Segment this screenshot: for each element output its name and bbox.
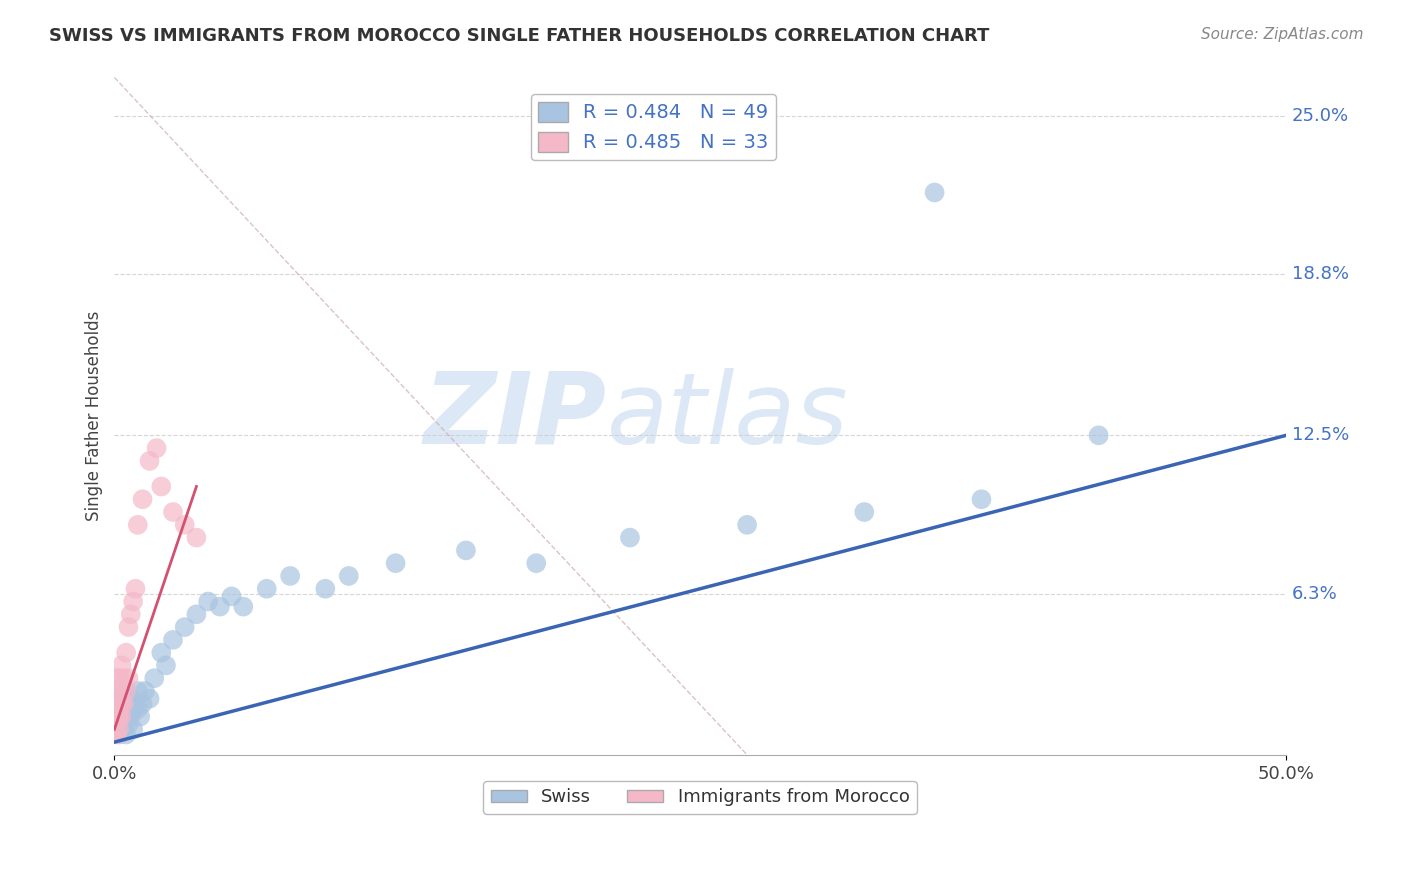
Point — [619, 531, 641, 545]
Point — [105, 727, 128, 741]
Legend: Swiss, Immigrants from Morocco: Swiss, Immigrants from Morocco — [484, 781, 917, 814]
Point — [108, 671, 131, 685]
Point — [108, 709, 131, 723]
Y-axis label: Single Father Households: Single Father Households — [86, 311, 103, 521]
Point — [110, 658, 132, 673]
Point — [853, 505, 876, 519]
Point — [970, 492, 993, 507]
Point — [115, 684, 138, 698]
Text: SWISS VS IMMIGRANTS FROM MOROCCO SINGLE FATHER HOUSEHOLDS CORRELATION CHART: SWISS VS IMMIGRANTS FROM MOROCCO SINGLE … — [49, 27, 990, 45]
Point — [104, 709, 127, 723]
Point — [129, 709, 152, 723]
Point — [150, 646, 173, 660]
Point — [150, 479, 173, 493]
Point — [124, 697, 146, 711]
Point — [314, 582, 336, 596]
Point — [1087, 428, 1109, 442]
Point — [134, 684, 156, 698]
Point — [120, 691, 142, 706]
Point — [122, 723, 145, 737]
Point — [117, 697, 139, 711]
Point — [117, 671, 139, 685]
Point — [524, 556, 547, 570]
Point — [110, 709, 132, 723]
Point — [127, 517, 149, 532]
Point — [138, 454, 160, 468]
Point — [127, 702, 149, 716]
Point — [117, 717, 139, 731]
Point — [108, 709, 131, 723]
Point — [110, 697, 132, 711]
Point — [197, 594, 219, 608]
Point — [278, 569, 301, 583]
Text: Source: ZipAtlas.com: Source: ZipAtlas.com — [1201, 27, 1364, 42]
Point — [173, 620, 195, 634]
Point — [105, 671, 128, 685]
Point — [107, 709, 129, 723]
Point — [104, 723, 127, 737]
Point — [127, 684, 149, 698]
Point — [138, 691, 160, 706]
Point — [337, 569, 360, 583]
Point — [107, 684, 129, 698]
Point — [143, 671, 166, 685]
Text: 18.8%: 18.8% — [1292, 265, 1348, 284]
Point — [173, 517, 195, 532]
Point — [112, 697, 135, 711]
Point — [120, 709, 142, 723]
Point — [221, 590, 243, 604]
Point — [162, 505, 184, 519]
Point — [208, 599, 231, 614]
Point — [115, 646, 138, 660]
Point — [186, 607, 208, 622]
Point — [110, 684, 132, 698]
Point — [108, 691, 131, 706]
Point — [454, 543, 477, 558]
Point — [110, 702, 132, 716]
Text: ZIP: ZIP — [423, 368, 606, 465]
Point — [186, 531, 208, 545]
Point — [105, 684, 128, 698]
Point — [122, 594, 145, 608]
Point — [108, 723, 131, 737]
Point — [105, 697, 128, 711]
Point — [120, 607, 142, 622]
Point — [131, 697, 153, 711]
Point — [162, 632, 184, 647]
Point — [145, 441, 167, 455]
Point — [256, 582, 278, 596]
Point — [115, 709, 138, 723]
Point — [108, 727, 131, 741]
Text: 25.0%: 25.0% — [1292, 107, 1350, 125]
Point — [115, 684, 138, 698]
Point — [108, 697, 131, 711]
Point — [105, 697, 128, 711]
Text: atlas: atlas — [606, 368, 848, 465]
Point — [112, 671, 135, 685]
Point — [112, 723, 135, 737]
Text: 12.5%: 12.5% — [1292, 426, 1350, 444]
Point — [735, 517, 758, 532]
Point — [105, 723, 128, 737]
Point — [112, 697, 135, 711]
Point — [155, 658, 177, 673]
Point — [131, 492, 153, 507]
Point — [115, 727, 138, 741]
Point — [232, 599, 254, 614]
Text: 6.3%: 6.3% — [1292, 585, 1337, 603]
Point — [122, 702, 145, 716]
Point — [105, 684, 128, 698]
Point — [924, 186, 946, 200]
Point — [110, 717, 132, 731]
Point — [384, 556, 406, 570]
Point — [117, 620, 139, 634]
Point — [124, 582, 146, 596]
